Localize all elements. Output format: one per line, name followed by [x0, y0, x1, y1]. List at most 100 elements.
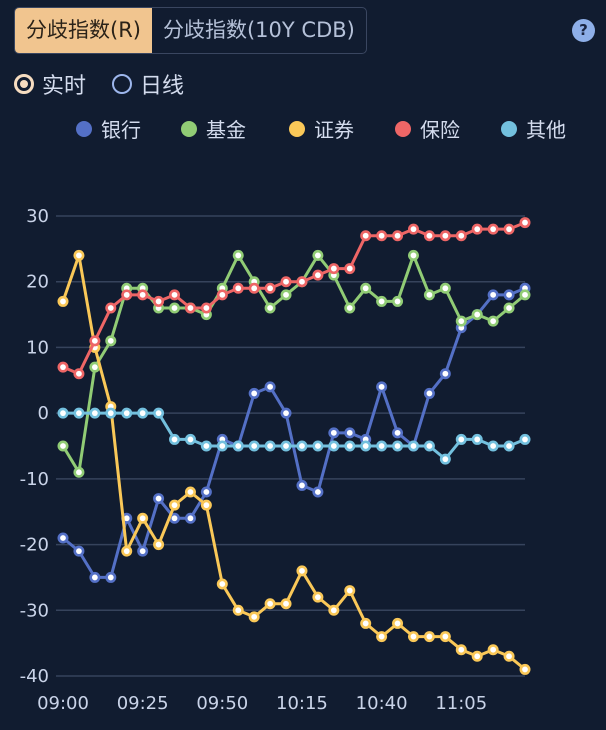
data-point[interactable]: [360, 617, 372, 629]
data-point[interactable]: [519, 433, 531, 445]
data-point[interactable]: [105, 571, 117, 583]
data-point[interactable]: [455, 433, 467, 445]
data-point[interactable]: [105, 335, 117, 347]
data-point[interactable]: [248, 282, 260, 294]
data-point[interactable]: [344, 427, 356, 439]
data-point[interactable]: [169, 433, 181, 445]
data-point[interactable]: [503, 440, 515, 452]
data-point[interactable]: [471, 650, 483, 662]
data-point[interactable]: [487, 440, 499, 452]
data-point[interactable]: [503, 289, 515, 301]
data-point[interactable]: [344, 263, 356, 275]
data-point[interactable]: [312, 269, 324, 281]
data-point[interactable]: [439, 282, 451, 294]
data-point[interactable]: [439, 631, 451, 643]
data-point[interactable]: [89, 361, 101, 373]
data-point[interactable]: [137, 289, 149, 301]
data-point[interactable]: [216, 440, 228, 452]
data-point[interactable]: [487, 289, 499, 301]
data-point[interactable]: [360, 282, 372, 294]
data-point[interactable]: [57, 407, 69, 419]
data-point[interactable]: [392, 617, 404, 629]
data-point[interactable]: [503, 223, 515, 235]
data-point[interactable]: [407, 631, 419, 643]
radio-realtime[interactable]: 实时: [14, 68, 86, 100]
data-point[interactable]: [471, 309, 483, 321]
radio-daily[interactable]: 日线: [112, 68, 184, 100]
data-point[interactable]: [89, 571, 101, 583]
data-point[interactable]: [137, 512, 149, 524]
data-point[interactable]: [89, 335, 101, 347]
data-point[interactable]: [216, 289, 228, 301]
legend-item-fund[interactable]: 基金: [181, 114, 246, 143]
data-point[interactable]: [280, 407, 292, 419]
legend-item-bank[interactable]: 银行: [76, 114, 141, 143]
data-point[interactable]: [455, 230, 467, 242]
data-point[interactable]: [392, 230, 404, 242]
data-point[interactable]: [312, 486, 324, 498]
data-point[interactable]: [376, 440, 388, 452]
tab-divergence-index-r[interactable]: 分歧指数(R): [15, 8, 152, 53]
data-point[interactable]: [407, 249, 419, 261]
series-line[interactable]: [57, 407, 531, 465]
data-point[interactable]: [200, 486, 212, 498]
legend-item-other[interactable]: 其他: [501, 114, 566, 143]
data-point[interactable]: [57, 440, 69, 452]
data-point[interactable]: [169, 302, 181, 314]
data-point[interactable]: [280, 598, 292, 610]
data-point[interactable]: [328, 604, 340, 616]
data-point[interactable]: [455, 644, 467, 656]
data-point[interactable]: [423, 631, 435, 643]
data-point[interactable]: [232, 604, 244, 616]
data-point[interactable]: [376, 230, 388, 242]
series-line[interactable]: [57, 249, 531, 675]
data-point[interactable]: [328, 427, 340, 439]
data-point[interactable]: [519, 217, 531, 229]
data-point[interactable]: [57, 295, 69, 307]
data-point[interactable]: [232, 282, 244, 294]
data-point[interactable]: [423, 440, 435, 452]
data-point[interactable]: [503, 302, 515, 314]
data-point[interactable]: [376, 631, 388, 643]
data-point[interactable]: [73, 545, 85, 557]
data-point[interactable]: [137, 545, 149, 557]
data-point[interactable]: [312, 591, 324, 603]
data-point[interactable]: [344, 440, 356, 452]
data-point[interactable]: [248, 611, 260, 623]
data-point[interactable]: [423, 289, 435, 301]
series-line[interactable]: [57, 282, 531, 583]
data-point[interactable]: [73, 249, 85, 261]
data-point[interactable]: [376, 381, 388, 393]
data-point[interactable]: [169, 499, 181, 511]
data-point[interactable]: [264, 598, 276, 610]
data-point[interactable]: [519, 289, 531, 301]
data-point[interactable]: [89, 407, 101, 419]
data-point[interactable]: [344, 585, 356, 597]
data-point[interactable]: [153, 295, 165, 307]
data-point[interactable]: [280, 289, 292, 301]
legend-item-securities[interactable]: 证券: [289, 114, 354, 143]
data-point[interactable]: [264, 381, 276, 393]
data-point[interactable]: [137, 407, 149, 419]
data-point[interactable]: [264, 302, 276, 314]
data-point[interactable]: [328, 440, 340, 452]
data-point[interactable]: [487, 315, 499, 327]
data-point[interactable]: [121, 407, 133, 419]
data-point[interactable]: [423, 387, 435, 399]
data-point[interactable]: [360, 440, 372, 452]
data-point[interactable]: [184, 302, 196, 314]
data-point[interactable]: [312, 440, 324, 452]
data-point[interactable]: [423, 230, 435, 242]
data-point[interactable]: [344, 302, 356, 314]
series-line[interactable]: [57, 217, 531, 380]
data-point[interactable]: [264, 440, 276, 452]
data-point[interactable]: [280, 276, 292, 288]
legend-item-insurance[interactable]: 保险: [395, 114, 460, 143]
data-point[interactable]: [169, 289, 181, 301]
data-point[interactable]: [105, 407, 117, 419]
data-point[interactable]: [121, 545, 133, 557]
data-point[interactable]: [407, 223, 419, 235]
data-point[interactable]: [57, 361, 69, 373]
data-point[interactable]: [471, 223, 483, 235]
